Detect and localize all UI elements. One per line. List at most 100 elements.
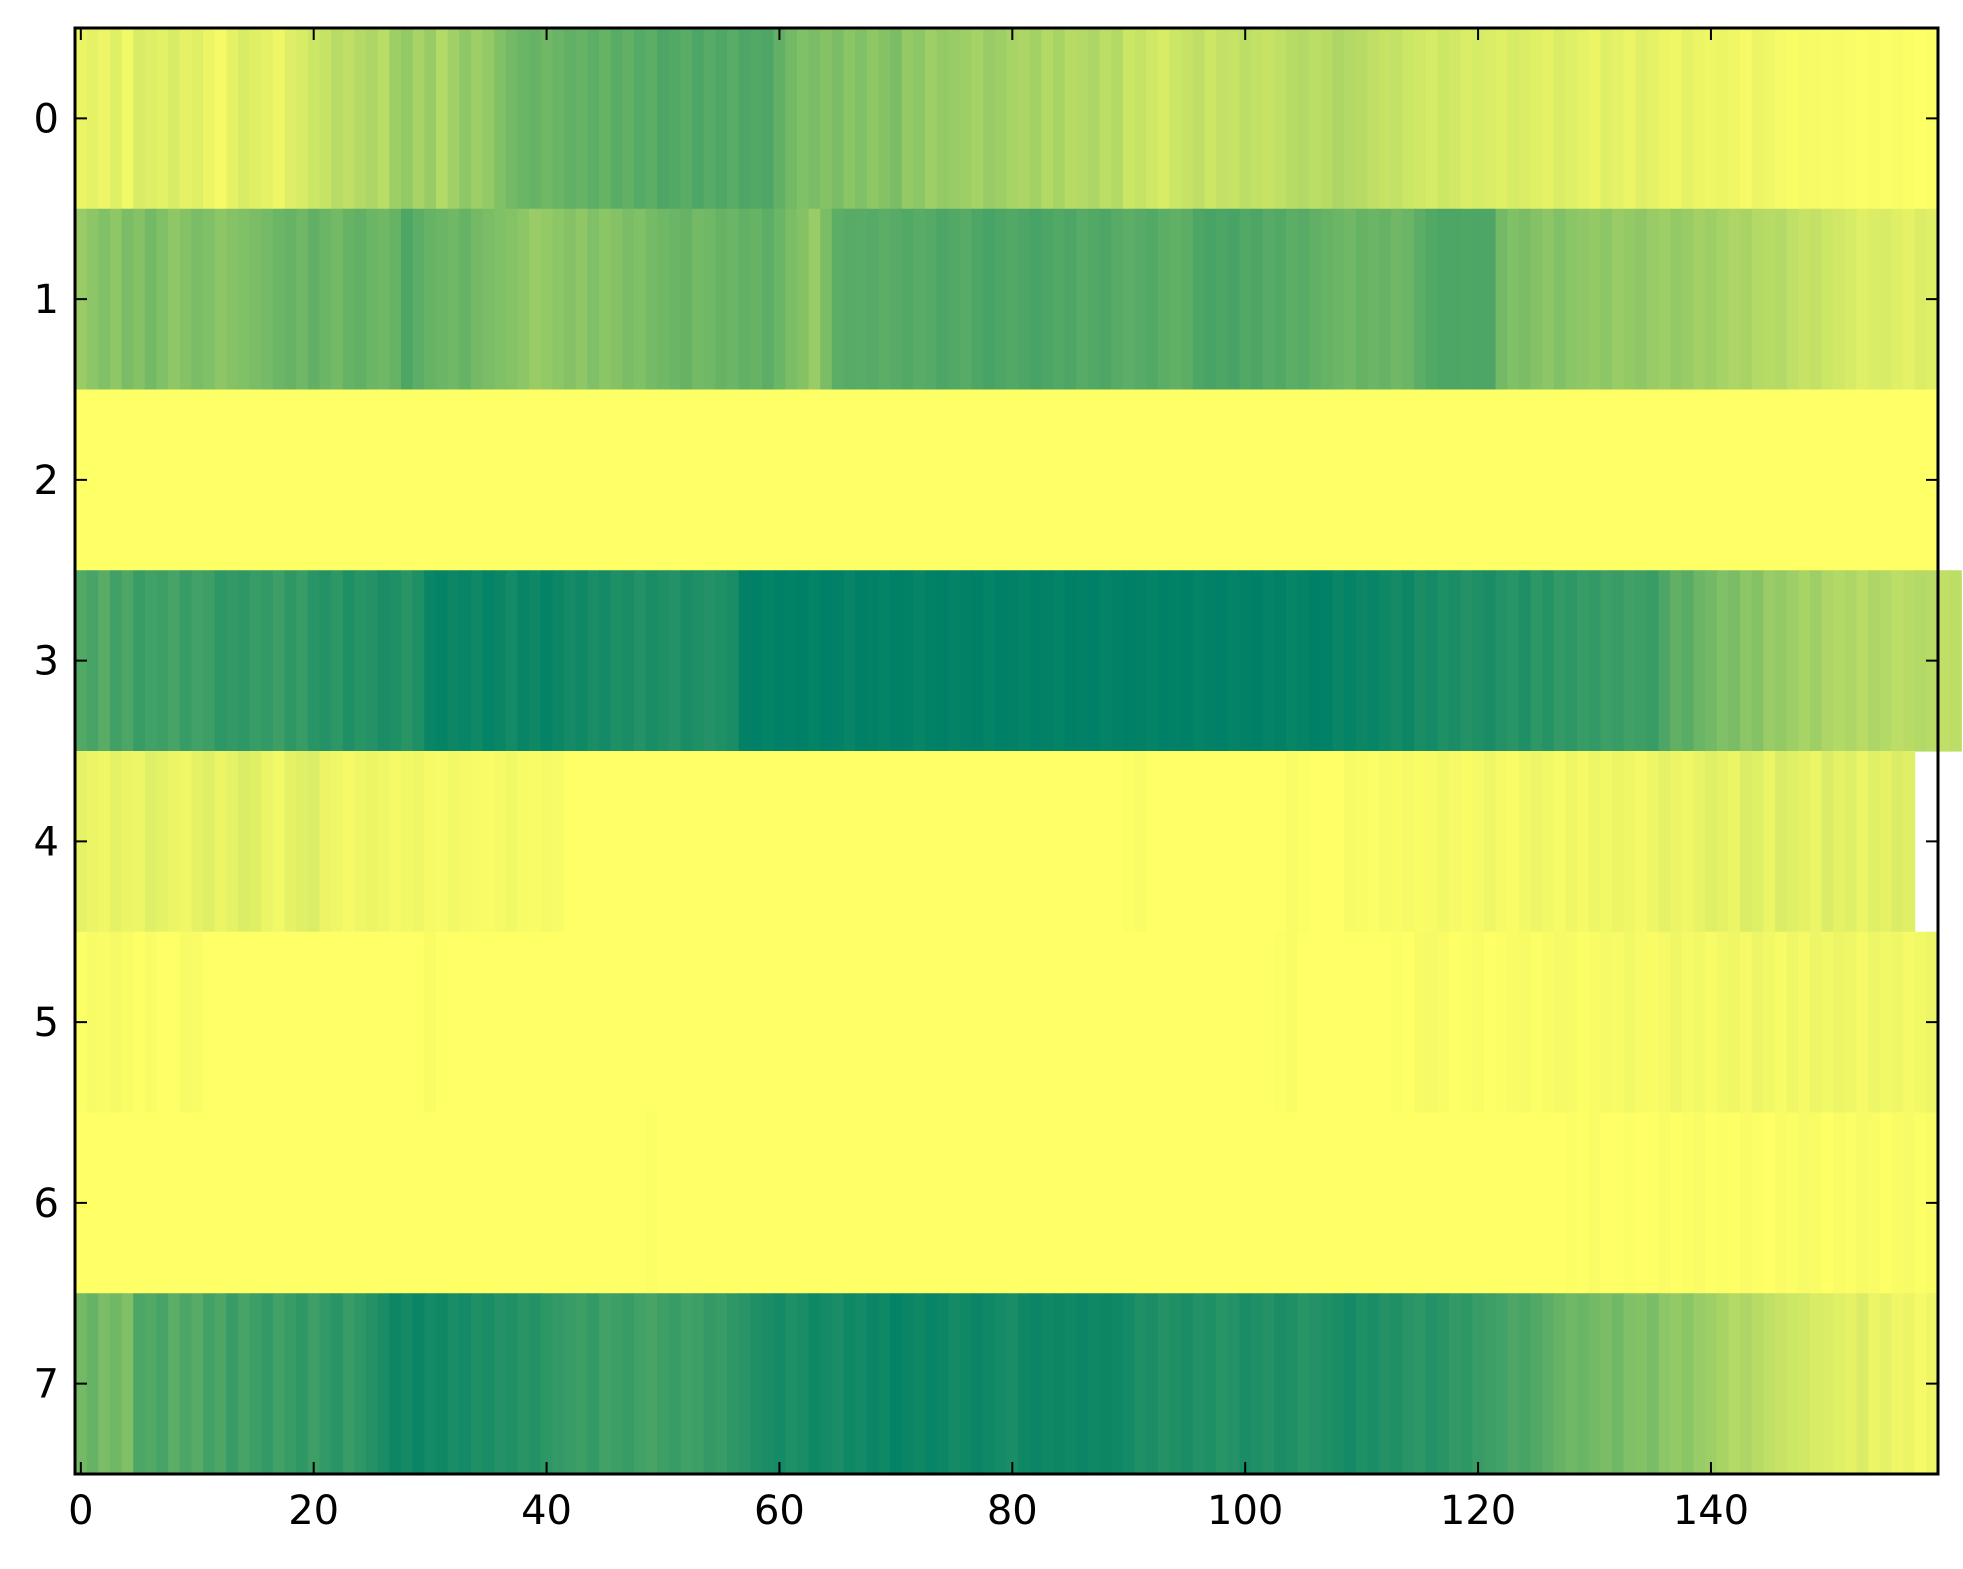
heatmap-cell <box>354 1112 367 1294</box>
heatmap-cell <box>214 208 227 391</box>
heatmap-cell <box>1798 931 1811 1114</box>
heatmap-cell <box>657 389 670 571</box>
heatmap-cell <box>727 570 740 752</box>
heatmap-cell <box>377 28 390 210</box>
heatmap-cell <box>727 931 740 1114</box>
heatmap-cell <box>727 208 740 391</box>
heatmap-cell <box>1018 931 1031 1114</box>
heatmap-cell <box>1716 1112 1730 1294</box>
heatmap-cell <box>808 1112 821 1294</box>
heatmap-cell <box>1309 208 1322 391</box>
heatmap-cell <box>703 751 716 933</box>
heatmap-cell <box>913 931 926 1114</box>
heatmap-cell <box>226 1112 239 1294</box>
heatmap-cell <box>1053 1293 1066 1475</box>
x-tick-label: 40 <box>521 1488 572 1534</box>
heatmap-cell <box>1786 931 1799 1114</box>
heatmap-cell <box>1018 208 1031 391</box>
heatmap-cell <box>529 28 542 210</box>
heatmap-cell <box>680 1293 693 1475</box>
heatmap-cell <box>1111 1112 1124 1294</box>
heatmap-cell <box>1751 751 1764 933</box>
heatmap-cell <box>86 931 99 1114</box>
heatmap-cell <box>470 751 484 933</box>
heatmap-cell <box>505 208 519 391</box>
heatmap-cell <box>377 208 390 391</box>
heatmap-cell <box>1716 751 1730 933</box>
heatmap-cell <box>1425 1293 1438 1475</box>
heatmap-cell <box>98 1293 111 1475</box>
heatmap-cell <box>412 751 425 933</box>
heatmap-cell <box>1705 570 1718 752</box>
heatmap-cell <box>1530 28 1543 210</box>
heatmap-cell <box>1088 28 1101 210</box>
heatmap-cell <box>668 208 682 391</box>
heatmap-cell <box>1472 751 1485 933</box>
x-tick-label: 80 <box>987 1488 1038 1534</box>
heatmap-cell <box>98 570 111 752</box>
heatmap-cell <box>133 1293 146 1475</box>
heatmap-cell <box>109 570 123 752</box>
heatmap-cell <box>1437 570 1450 752</box>
heatmap-cell <box>1611 389 1625 571</box>
heatmap-cell <box>1414 28 1427 210</box>
heatmap-cell <box>1472 931 1485 1114</box>
heatmap-cell <box>1251 931 1264 1114</box>
heatmap-cell <box>610 931 623 1114</box>
heatmap-cell <box>1891 570 1904 752</box>
heatmap-cell <box>1425 389 1438 571</box>
heatmap-cell <box>1798 570 1811 752</box>
heatmap-cell <box>470 208 484 391</box>
heatmap-cell <box>1658 28 1671 210</box>
heatmap-cell <box>552 389 565 571</box>
heatmap-cell <box>1297 208 1310 391</box>
heatmap-cell <box>1635 570 1648 752</box>
heatmap-cell <box>1577 570 1590 752</box>
heatmap-cell <box>948 751 961 933</box>
heatmap-cell <box>447 1293 460 1475</box>
heatmap-cell <box>924 931 938 1114</box>
heatmap-cell <box>1157 208 1171 391</box>
heatmap-cell <box>319 1293 332 1475</box>
heatmap-cell <box>389 931 402 1114</box>
heatmap-cell <box>855 751 868 933</box>
heatmap-cell <box>1332 389 1345 571</box>
heatmap-cell <box>796 28 810 210</box>
heatmap-cell <box>610 28 623 210</box>
heatmap-cell <box>1134 389 1147 571</box>
heatmap-cell <box>1833 751 1846 933</box>
heatmap-cell <box>610 389 623 571</box>
heatmap-cell <box>354 931 367 1114</box>
heatmap-cell <box>1646 570 1660 752</box>
heatmap-cell <box>1856 28 1869 210</box>
heatmap-cell <box>1414 751 1427 933</box>
heatmap-cell <box>1670 931 1683 1114</box>
heatmap-cell <box>1868 389 1881 571</box>
heatmap-cell <box>1134 570 1147 752</box>
heatmap-cell <box>179 1293 193 1475</box>
heatmap-cell <box>1355 751 1369 933</box>
heatmap-cell <box>121 28 134 210</box>
heatmap-cell <box>715 28 728 210</box>
heatmap-cell <box>238 1112 251 1294</box>
heatmap-cell <box>1169 1293 1182 1475</box>
heatmap-cell <box>226 28 239 210</box>
heatmap-cell <box>121 751 134 933</box>
heatmap-cell <box>1577 1293 1590 1475</box>
x-tick-label: 60 <box>754 1488 805 1534</box>
heatmap-cell <box>1809 28 1823 210</box>
heatmap-cell <box>948 931 961 1114</box>
heatmap-cell <box>1879 751 1893 933</box>
heatmap-cell <box>1588 751 1601 933</box>
heatmap-cell <box>1448 28 1462 210</box>
heatmap-cell <box>1588 28 1601 210</box>
heatmap-cell <box>610 1112 623 1294</box>
heatmap-cell <box>610 1293 623 1475</box>
heatmap-cell <box>564 389 577 571</box>
heatmap-cell <box>692 28 705 210</box>
heatmap-cell <box>1227 751 1240 933</box>
heatmap-cell <box>1262 931 1275 1114</box>
heatmap-cell <box>1332 1112 1345 1294</box>
heatmap-cell <box>1029 208 1043 391</box>
